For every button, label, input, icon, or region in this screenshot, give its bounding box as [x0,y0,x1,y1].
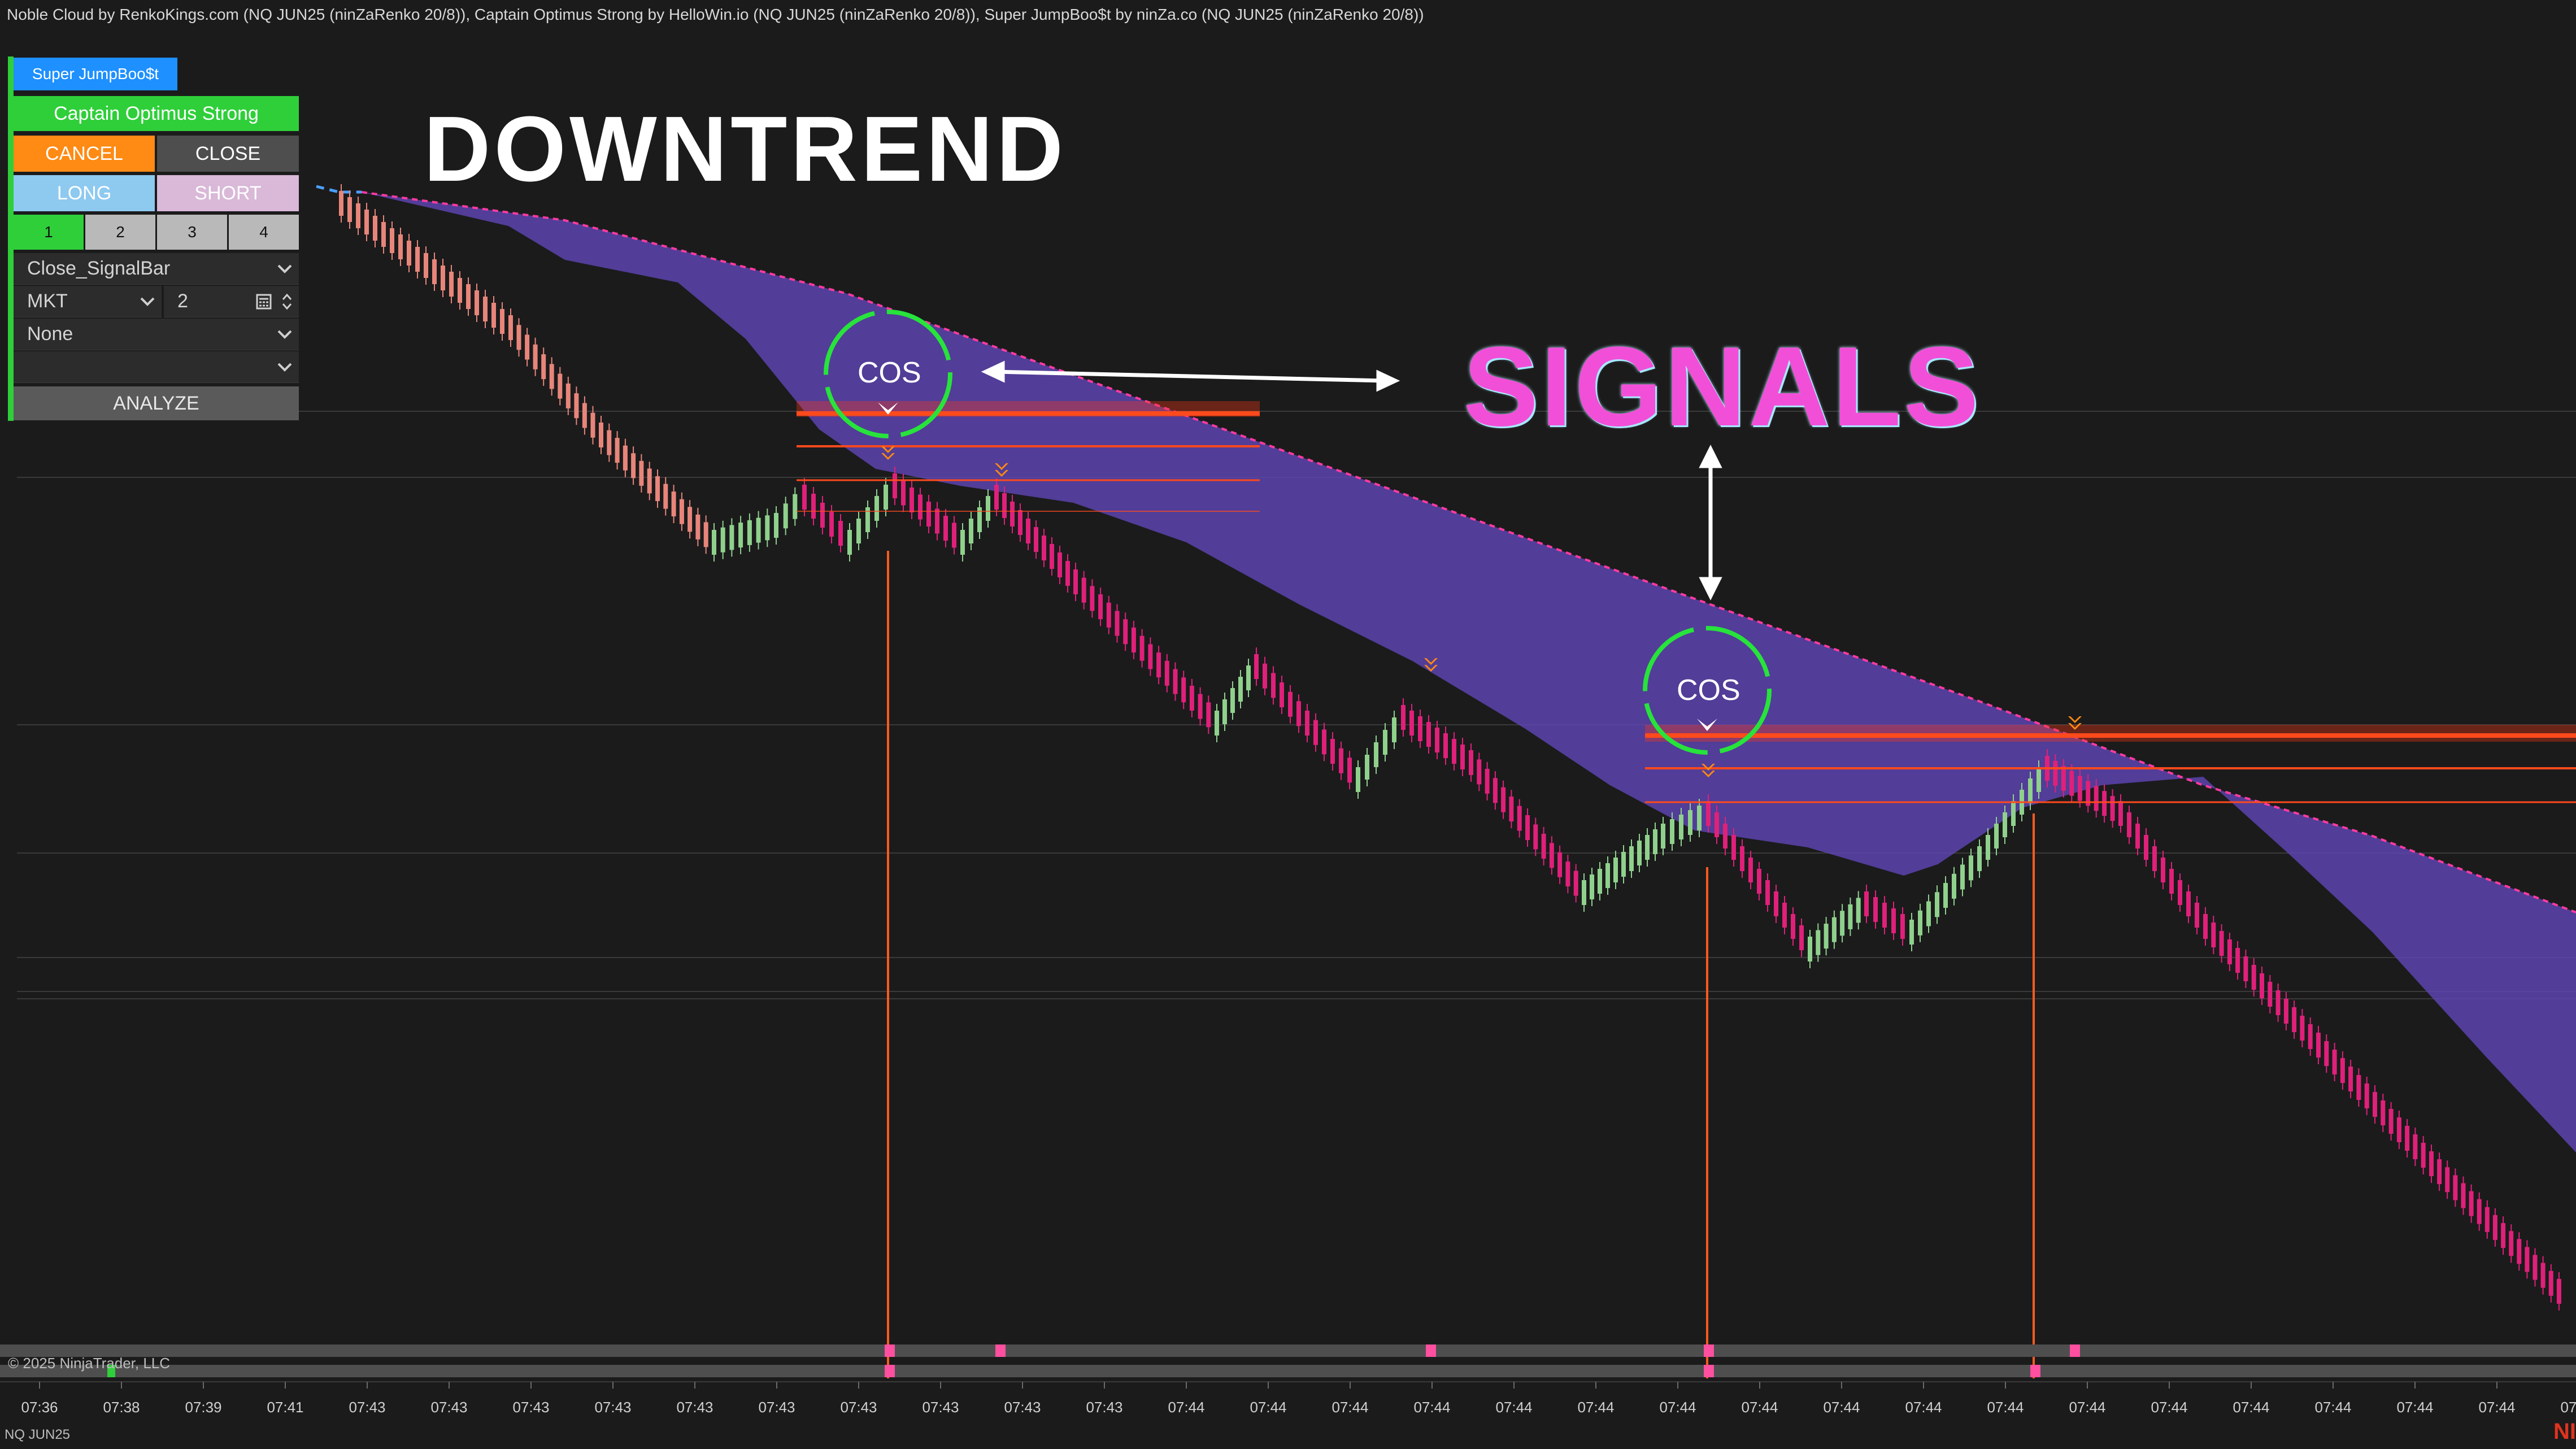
x-tick-label: 07:44 [1987,1399,2024,1416]
x-tick-label: 07:44 [1905,1399,1942,1416]
x-tick-label: 07:44 [2069,1399,2105,1416]
short-button[interactable]: SHORT [157,175,299,211]
signal-levels [797,401,2576,803]
qty-tab-2[interactable]: 2 [85,215,155,250]
brand-watermark: NI [2553,1419,2576,1444]
short-signal-markers [878,402,1717,731]
downtrend-heading: DOWNTREND [424,97,1067,201]
qty-tab-3[interactable]: 3 [157,215,227,250]
x-tick-label: 07:44 [2396,1399,2433,1416]
x-tick-label: 07:39 [185,1399,221,1416]
x-tick-label: 07:44 [1331,1399,1368,1416]
chevron-down-icon [277,330,292,339]
cos-signal-2 [1643,626,1772,755]
x-tick-label: 07:43 [349,1399,385,1416]
order-type-select[interactable]: MKT [14,286,162,317]
x-tick-label: 07:43 [840,1399,877,1416]
cos-signal-label: COS [1677,674,1740,707]
long-button[interactable]: LONG [14,175,155,211]
cycle-arrows-icon [824,310,952,438]
copyright-text: © 2025 NinjaTrader, LLC [8,1355,171,1372]
x-tick-label: 07:43 [1004,1399,1041,1416]
qty-tab-1[interactable]: 1 [14,215,84,250]
secondary-select[interactable] [14,351,299,383]
arrow-head-down [1699,577,1722,601]
captain-header-button[interactable]: Captain Optimus Strong [14,96,299,131]
qty-tab-4[interactable]: 4 [229,215,299,250]
chevron-down-icon [277,363,292,372]
x-tick-label: 07:44 [2314,1399,2351,1416]
spin-arrows-icon[interactable] [281,291,293,312]
panel-accent-bar [8,56,14,421]
chevron-down-icon [140,297,155,306]
down-chevron-icon [2068,716,2082,730]
indicator-strip [0,1344,2576,1357]
x-tick-label: 07:44 [1823,1399,1860,1416]
down-chevron-icon [881,446,895,460]
x-tick-label: 07:43 [758,1399,795,1416]
exit-mode-value: Close_SignalBar [27,258,171,279]
x-tick-label: 07:43 [922,1399,959,1416]
cos-signal-1 [824,310,952,438]
filter-select[interactable]: None [14,319,299,350]
x-tick-label: 07:43 [676,1399,713,1416]
time-axis: 07:36 07:38 07:39 07:41 07:43 07:43 07:43 07:43… [21,1382,2576,1416]
x-tick-label: 07:43 [430,1399,467,1416]
exit-markers [881,446,2082,777]
candle-series [339,184,2561,1311]
x-tick-label: 07:43 [512,1399,549,1416]
x-tick-label: 07:44 [1413,1399,1450,1416]
quantity-value: 2 [177,290,188,312]
short-arrow-icon [1697,719,1717,731]
calculator-icon[interactable] [256,294,272,310]
exit-mode-select[interactable]: Close_SignalBar [14,253,299,285]
down-chevron-icon [1702,764,1715,777]
x-tick-label: 07:44 [2151,1399,2187,1416]
close-button[interactable]: CLOSE [157,136,299,172]
x-tick-label: 07:44 [2560,1399,2576,1416]
down-chevron-icon [995,463,1008,477]
filter-value: None [27,323,73,345]
instrument-label: NQ JUN25 [5,1427,71,1442]
x-tick-label: 07:44 [1741,1399,1778,1416]
quantity-stepper[interactable]: 2 [164,286,299,317]
arrow-head-left [981,360,1005,383]
arrow-head-up [1699,445,1722,468]
cos-signal-label: COS [858,356,921,389]
chart-title: Noble Cloud by RenkoKings.com (NQ JUN25 … [7,6,1424,23]
x-tick-label: 07:44 [1577,1399,1614,1416]
cloud-upper-edge [361,191,2576,913]
super-jumpboost-button[interactable]: Super JumpBoo$t [14,58,177,90]
x-tick-label: 07:44 [2478,1399,2515,1416]
cycle-arrows-icon [1643,626,1772,755]
short-arrow-icon [878,402,898,415]
x-tick-label: 07:43 [1086,1399,1122,1416]
x-tick-label: 07:36 [21,1399,58,1416]
order-type-value: MKT [27,290,68,312]
x-tick-label: 07:44 [1659,1399,1696,1416]
x-tick-label: 07:38 [103,1399,140,1416]
indicator-strip [0,1365,2576,1377]
x-tick-label: 07:44 [1168,1399,1204,1416]
annotation-arrow [994,369,1385,383]
arrow-head-right [1376,369,1400,392]
chevron-down-icon [277,264,292,273]
signals-heading: SIGNALS [1463,324,1981,450]
analyze-button[interactable]: ANALYZE [14,386,299,420]
x-tick-label: 07:41 [267,1399,303,1416]
cancel-button[interactable]: CANCEL [14,136,155,172]
x-tick-label: 07:43 [594,1399,631,1416]
down-chevron-icon [1424,658,1438,672]
x-tick-label: 07:44 [2233,1399,2269,1416]
x-tick-label: 07:44 [1250,1399,1286,1416]
early-trend-segment [316,185,362,194]
x-tick-label: 07:44 [1495,1399,1532,1416]
